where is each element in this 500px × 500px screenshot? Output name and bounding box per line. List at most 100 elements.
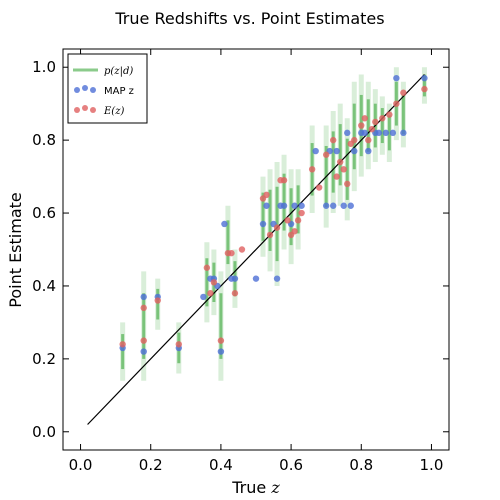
mean-point (263, 191, 270, 199)
map-point (221, 220, 228, 228)
legend-map-dot (90, 87, 96, 93)
map-point (322, 202, 330, 209)
chart-title: True Redshifts vs. Point Estimates (114, 9, 384, 28)
mean-point (154, 297, 161, 304)
mean-point (273, 224, 281, 231)
legend-map-dot (82, 85, 88, 91)
legend-mean-markers (74, 105, 96, 113)
x-tick-label: 0.2 (139, 456, 163, 474)
map-point (140, 293, 147, 301)
map-point (344, 129, 351, 137)
x-tick-label: 0.4 (209, 456, 233, 474)
y-tick-label: 0.0 (32, 423, 56, 441)
mean-point (203, 264, 211, 271)
plot-frame (62, 48, 450, 451)
y-tick-label: 0.8 (32, 131, 56, 149)
mean-point (291, 228, 298, 235)
mean-point (361, 115, 368, 122)
y-axis-label: Point Estimate (6, 192, 25, 307)
mean-point (238, 246, 246, 253)
mean-point (340, 166, 347, 173)
mean-point (337, 158, 344, 166)
map-point (259, 220, 267, 228)
mean-point (379, 115, 386, 122)
mean-point (351, 136, 358, 144)
legend-map-label: MAP z (104, 86, 134, 97)
mean-point (119, 341, 126, 348)
legend-pdf-label: p(z|d) (104, 66, 133, 77)
mean-point (217, 337, 225, 344)
map-point (340, 202, 347, 209)
mean-point (372, 118, 379, 126)
legend-box (67, 53, 148, 124)
map-point (351, 147, 358, 155)
mean-point (280, 177, 288, 184)
mean-point (333, 173, 340, 180)
map-point (389, 129, 397, 137)
map-point (361, 129, 368, 137)
legend: p(z|d) MAP z E(z) (67, 53, 148, 124)
mean-point (368, 126, 375, 133)
map-point (252, 275, 260, 282)
map-point (312, 147, 319, 155)
plot-area (87, 67, 428, 425)
legend-mean-dot (74, 107, 80, 113)
mean-point (175, 341, 182, 348)
map-point (375, 129, 383, 137)
map-point (333, 147, 340, 155)
identity-line (87, 74, 425, 425)
mean-point (386, 111, 393, 118)
map-point (298, 202, 305, 209)
map-point (347, 202, 354, 209)
map-point (200, 293, 207, 301)
mean-point (344, 180, 351, 188)
mean-point (140, 304, 147, 312)
mean-point (358, 122, 365, 129)
x-axis: 0.0 0.2 0.4 0.6 0.8 1.0 (69, 49, 444, 474)
map-point (330, 202, 337, 209)
y-tick-label: 1.0 (32, 58, 56, 76)
map-point (217, 348, 225, 355)
map-point (400, 129, 407, 137)
legend-mean-label: E(z) (103, 106, 124, 117)
mean-point (365, 136, 372, 144)
mean-point (210, 279, 218, 286)
x-axis-label-text: True (231, 478, 271, 497)
mean-point (400, 89, 407, 96)
x-axis-label: True z (231, 478, 280, 497)
mean-point (294, 217, 302, 224)
map-point (291, 202, 298, 209)
y-tick-label: 0.6 (32, 204, 56, 222)
map-point (263, 202, 270, 209)
x-tick-label: 0.6 (279, 456, 303, 474)
map-point (365, 147, 372, 155)
map-point (393, 74, 400, 82)
legend-mean-dot (90, 107, 96, 113)
legend-map-markers (74, 85, 96, 93)
mean-point (330, 136, 337, 144)
mean-point (315, 184, 323, 191)
mean-point (140, 337, 147, 344)
x-tick-label: 0.0 (69, 456, 93, 474)
legend-mean-dot (82, 105, 88, 111)
map-point (382, 129, 390, 137)
mean-point (308, 166, 316, 173)
x-tick-label: 1.0 (420, 456, 444, 474)
x-axis-label-var: z (270, 478, 280, 497)
mean-point (228, 249, 235, 257)
mean-point (421, 85, 428, 93)
mean-point (207, 290, 214, 297)
map-point (280, 202, 288, 209)
map-point (140, 348, 147, 355)
map-point (421, 74, 428, 82)
mean-point (284, 217, 291, 224)
mean-point (322, 151, 330, 158)
y-axis: 0.0 0.2 0.4 0.6 0.8 1.0 (32, 58, 449, 441)
map-point (231, 275, 239, 282)
legend-map-dot (74, 87, 80, 93)
y-tick-label: 0.2 (32, 350, 56, 368)
mean-point (231, 290, 239, 297)
y-tick-label: 0.4 (32, 277, 56, 295)
mean-point (298, 209, 305, 217)
